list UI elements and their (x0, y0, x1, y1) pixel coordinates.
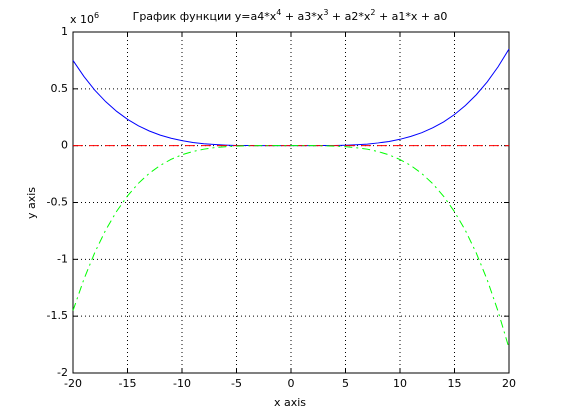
x-tick-label: -15 (119, 377, 137, 390)
y-tick-label: -1.5 (47, 309, 68, 322)
x-tick-label: -5 (231, 377, 242, 390)
y-tick-label: -1 (57, 252, 68, 265)
x-tick-label: 0 (288, 377, 295, 390)
x-tick-label: 20 (502, 377, 516, 390)
chart-title: График функции y=a4*x4 + a3*x3 + a2*x2 +… (133, 8, 448, 24)
text-part: + a2*x (328, 10, 370, 23)
x-tick-label: -20 (64, 377, 82, 390)
y-tick-label: -2 (57, 366, 68, 379)
superscript: 2 (370, 8, 375, 17)
superscript: 4 (276, 8, 281, 17)
x-tick-label: 10 (393, 377, 407, 390)
x-tick-label: 15 (448, 377, 462, 390)
plot-frame (72, 31, 510, 374)
superscript: 3 (323, 8, 328, 17)
y-multiplier: x 106 (70, 11, 99, 27)
data-line (72, 48, 510, 147)
text-part: + a1*x + a0 (375, 10, 447, 23)
y-tick-label: -0.5 (47, 196, 68, 209)
superscript: 6 (94, 11, 99, 20)
y-tick-label: 1 (61, 25, 68, 38)
x-tick-label: 5 (342, 377, 349, 390)
y-tick-label: 0.5 (51, 82, 69, 95)
x-tick-label: -10 (173, 377, 191, 390)
y-axis-label: y axis (25, 187, 38, 219)
text-part: + a3*x (281, 10, 323, 23)
text-part: График функции y=a4*x (133, 10, 277, 23)
text-part: x 10 (70, 13, 94, 26)
data-line (72, 145, 510, 349)
x-axis-label: x axis (274, 396, 306, 409)
y-tick-label: 0 (61, 139, 68, 152)
